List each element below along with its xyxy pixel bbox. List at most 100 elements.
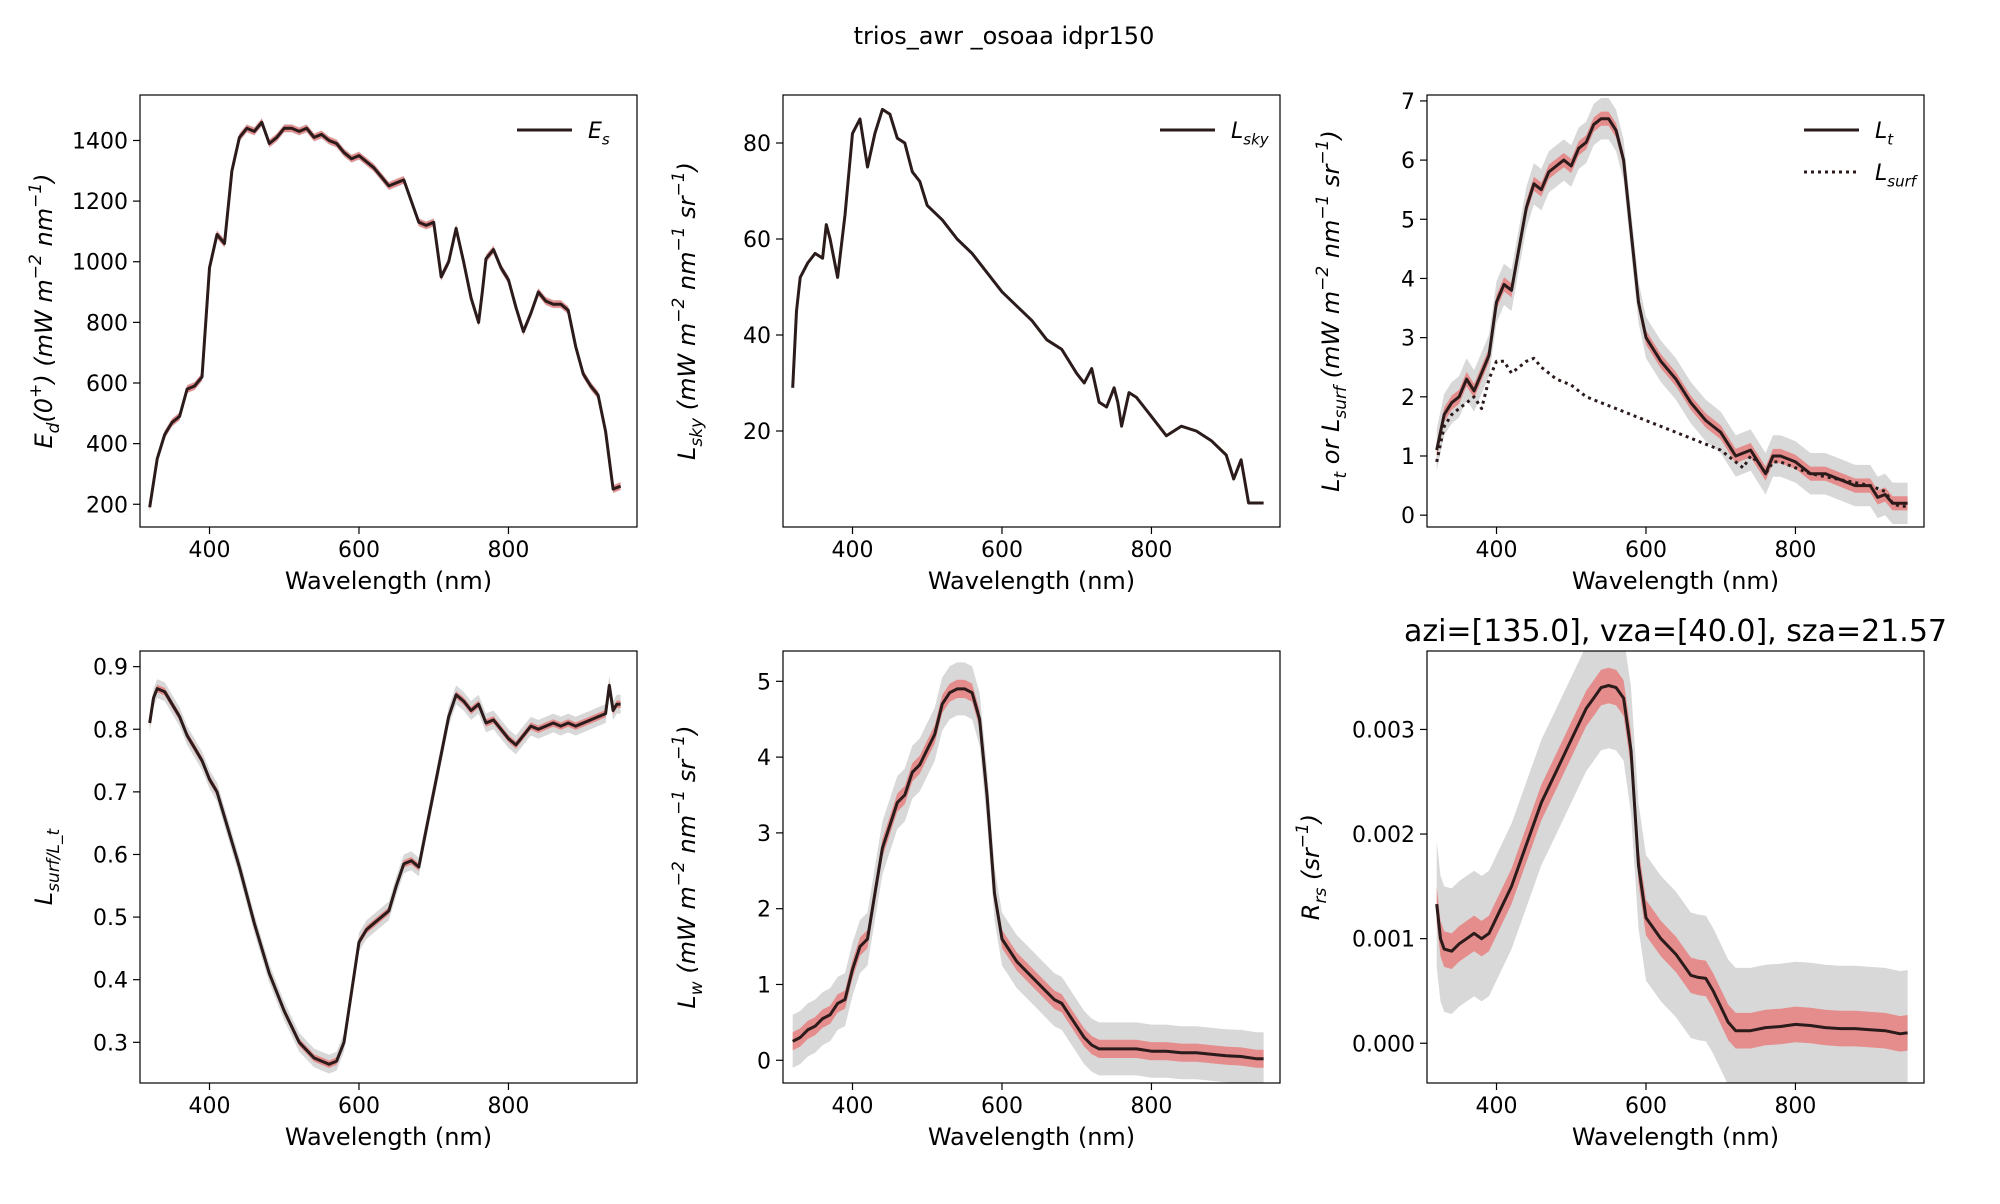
subplot-1: 400 600 800 200 400 600 800 1000 1200 1400 Wavelen… [26, 94, 638, 595]
uncertainty-band-gray [792, 108, 1264, 505]
subplot-3: 400 600 800 0 1 2 3 4 5 6 7 Wavelength (nm) Lt or Ls… [1313, 90, 1925, 595]
legend-label: Lt [1875, 119, 1894, 149]
y-tick-label: 1 [757, 973, 771, 998]
y-tick-label: 0.5 [93, 906, 128, 931]
x-tick-label: 600 [1625, 538, 1667, 563]
x-axis-label: Wavelength (nm) [285, 1123, 492, 1151]
y-tick-label: 2 [757, 898, 771, 923]
x-tick-label: 400 [832, 538, 874, 563]
y-tick-label: 5 [1401, 208, 1415, 233]
y-axis-label: Lsurf/L_t [30, 828, 64, 906]
y-tick-label: 0.000 [1352, 1032, 1415, 1057]
uncertainty-band-gray [149, 118, 621, 512]
subplot-grid: 400 600 800200400600800100012001400Wavelen… [26, 90, 1947, 1151]
axes-frame [1426, 650, 1925, 1084]
series-line-1 [148, 683, 621, 1066]
uncertainty-band-red [792, 108, 1264, 505]
x-tick-label: 800 [1130, 538, 1172, 563]
axes-frame [139, 94, 638, 528]
y-tick-label: 0.7 [93, 781, 128, 806]
x-axis-label: Wavelength (nm) [285, 567, 492, 595]
y-tick-label: 0 [1401, 504, 1415, 529]
x-tick-label: 600 [338, 1094, 380, 1119]
y-tick-label: 0.3 [93, 1031, 128, 1056]
x-axis-label: Wavelength (nm) [1572, 567, 1779, 595]
x-tick-label: 600 [1625, 1094, 1667, 1119]
x-tick-label: 400 [189, 1094, 231, 1119]
uncertainty-band-gray [149, 676, 621, 1074]
y-tick-label: 0.9 [93, 656, 128, 681]
y-axis-label: Ed(0+) (mW m−2 nm−1) [26, 173, 64, 448]
y-tick-label: 1 [1401, 445, 1415, 470]
y-tick-label: 0.001 [1352, 928, 1415, 953]
subplot-5: 400 600 800 0 1 2 3 4 5 Wavelength (nm) Lw (mW m−2… [669, 650, 1281, 1151]
y-tick-label: 0 [757, 1049, 771, 1074]
x-tick-label: 800 [1774, 538, 1816, 563]
y-tick-label: 0.6 [93, 843, 128, 868]
series-line-1 [792, 687, 1264, 1061]
y-tick-label: 2 [1401, 386, 1415, 411]
x-axis-label: Wavelength (nm) [928, 567, 1135, 595]
plot-area [1435, 651, 1908, 1083]
y-axis-label: Lw (mW m−2 nm−1 sr−1) [669, 725, 707, 1008]
x-tick-label: 600 [338, 538, 380, 563]
y-tick-label: 6 [1401, 149, 1415, 174]
series-line-1 [791, 107, 1264, 505]
y-tick-label: 400 [86, 433, 128, 458]
y-tick-label: 40 [743, 324, 771, 349]
plot-area [791, 107, 1264, 505]
uncertainty-band-red [1436, 111, 1908, 511]
uncertainty-band-red [149, 681, 621, 1068]
legend-label: Es [588, 119, 610, 149]
plot-area [148, 676, 621, 1074]
subplot-2: 400 600 800 20 40 60 80 Wavelength (nm) Lsky (mW… [669, 94, 1281, 595]
subplot-4: 400 600 800 0.3 0.4 0.5 0.6 0.7 0.8 0.9 Wavelength… [30, 650, 638, 1151]
y-tick-label: 600 [86, 372, 128, 397]
plot-area [1435, 98, 1908, 524]
subplot-6: 400 600 800 0.000 0.001 0.002 0.003 Wavelength … [1293, 614, 1947, 1151]
y-axis-label: Lt or Lsurf (mW m−2 nm−1 sr−1) [1313, 130, 1351, 492]
x-axis-label: Wavelength (nm) [1572, 1123, 1779, 1151]
y-tick-label: 20 [743, 420, 771, 445]
legend-label: Lsky [1231, 119, 1270, 149]
x-axis-label: Wavelength (nm) [928, 1123, 1135, 1151]
axes-frame [139, 650, 638, 1084]
x-tick-label: 800 [1774, 1094, 1816, 1119]
y-axis-label: Rrs (sr−1) [1293, 814, 1331, 920]
axes-frame [1426, 94, 1925, 528]
uncertainty-band-gray [1436, 98, 1908, 524]
subplot-title: azi=[135.0], vza=[40.0], sza=21.57 [1404, 614, 1947, 649]
x-tick-label: 800 [487, 1094, 529, 1119]
y-axis-label: Lsky (mW m−2 nm−1 sr−1) [669, 162, 707, 460]
y-tick-label: 0.8 [93, 718, 128, 743]
series-line-1 [148, 120, 622, 508]
y-tick-label: 5 [757, 670, 771, 695]
series-line-1 [1435, 684, 1908, 1036]
x-tick-label: 600 [981, 1094, 1023, 1119]
y-tick-label: 0.003 [1352, 718, 1415, 743]
uncertainty-band-gray [792, 662, 1264, 1083]
y-tick-label: 4 [757, 746, 771, 771]
axes-frame [782, 94, 1281, 528]
y-tick-label: 0.4 [93, 969, 128, 994]
figure-title: trios_awr _osoaa idpr150 [854, 22, 1155, 50]
plot-area [148, 118, 622, 512]
y-tick-label: 1200 [72, 190, 128, 215]
series-line-1 [1435, 117, 1908, 505]
y-tick-label: 800 [86, 311, 128, 336]
y-tick-label: 1400 [72, 129, 128, 154]
y-tick-label: 1000 [72, 251, 128, 276]
axes-frame [782, 650, 1281, 1084]
x-tick-label: 400 [832, 1094, 874, 1119]
plot-area [792, 662, 1264, 1083]
uncertainty-band-red [792, 679, 1264, 1068]
y-tick-label: 7 [1401, 90, 1415, 115]
x-tick-label: 400 [1476, 1094, 1518, 1119]
uncertainty-band-red [1436, 667, 1908, 1052]
y-tick-label: 3 [757, 822, 771, 847]
x-tick-label: 800 [1130, 1094, 1172, 1119]
legend-label: Lsurf [1875, 161, 1919, 191]
x-tick-label: 400 [1476, 538, 1518, 563]
